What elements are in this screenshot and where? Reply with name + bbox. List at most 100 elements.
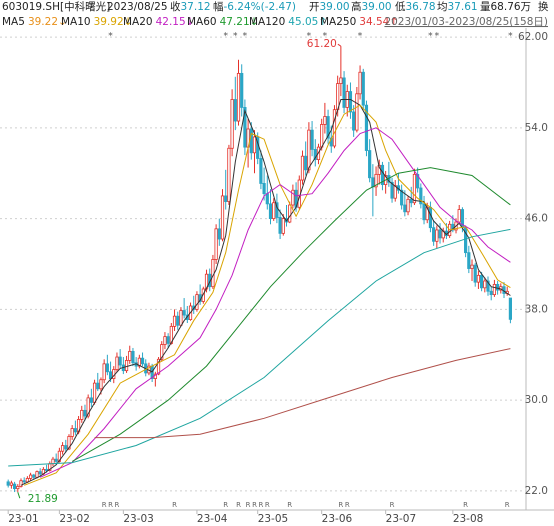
candle-body bbox=[470, 264, 474, 269]
quote-value: 39.00 bbox=[320, 1, 350, 13]
bottom-marker: R bbox=[505, 501, 510, 509]
bottom-marker: R bbox=[390, 501, 395, 509]
candle-body bbox=[19, 480, 23, 487]
candle-body bbox=[464, 227, 468, 254]
candle-body bbox=[348, 91, 353, 113]
quote-label: 低 bbox=[395, 0, 406, 13]
quote-value: 36.78 bbox=[406, 1, 436, 13]
x-tick-label: 23-02 bbox=[59, 513, 90, 525]
legend-value: 39.22↓ bbox=[28, 16, 67, 28]
bottom-marker: R bbox=[108, 501, 113, 509]
candle-body bbox=[160, 344, 164, 360]
candle-body bbox=[96, 382, 100, 390]
candle-body bbox=[409, 198, 413, 204]
candle-body bbox=[364, 104, 369, 151]
bottom-marker: R bbox=[463, 501, 468, 509]
candle-body bbox=[406, 198, 410, 213]
candle-body bbox=[416, 173, 420, 189]
ma-line bbox=[39, 127, 511, 478]
candle-body bbox=[176, 315, 180, 326]
bottom-marker: R bbox=[252, 501, 257, 509]
candle-body bbox=[51, 458, 55, 465]
candle-body bbox=[60, 445, 65, 452]
candle-body bbox=[492, 284, 497, 296]
x-tick-label: 23-04 bbox=[197, 513, 228, 525]
candle-body bbox=[137, 357, 141, 367]
quote-item: 高39.00 bbox=[351, 0, 392, 13]
candle-body bbox=[265, 193, 269, 205]
candle-body bbox=[163, 336, 167, 345]
candle-body bbox=[211, 259, 215, 288]
candle-body bbox=[166, 336, 170, 344]
candle-body bbox=[35, 471, 39, 478]
top-marker: * bbox=[233, 32, 238, 42]
stock-code: 603019.SH[中科曙光] bbox=[2, 0, 110, 13]
candle-body bbox=[6, 481, 10, 486]
legend-value: 42.15↓ bbox=[156, 16, 195, 28]
candle-body bbox=[80, 409, 84, 420]
legend-name: MA60 bbox=[187, 16, 217, 28]
quote-item: 开39.00 bbox=[309, 1, 350, 13]
annotation-arrow bbox=[17, 492, 21, 499]
candle-body bbox=[9, 482, 13, 486]
y-tick-label: 38.0 bbox=[525, 303, 548, 315]
bottom-marker: R bbox=[287, 501, 292, 509]
candle-body bbox=[457, 209, 461, 223]
candle-body bbox=[70, 428, 74, 437]
candle-body bbox=[339, 77, 343, 84]
candle-body bbox=[380, 164, 385, 185]
candle-body bbox=[227, 147, 231, 202]
date-range[interactable]: 2023/01/03-2023/08/25(158日) bbox=[384, 16, 548, 28]
candle-body bbox=[323, 116, 327, 125]
candle-body bbox=[28, 474, 33, 479]
candle-body bbox=[73, 428, 77, 433]
candle-body bbox=[128, 350, 132, 361]
y-tick-label: 46.0 bbox=[525, 213, 548, 225]
candle-body bbox=[476, 274, 481, 283]
candle-body bbox=[428, 206, 433, 229]
ma-line bbox=[20, 99, 511, 486]
top-marker: * bbox=[307, 32, 312, 42]
candle-body bbox=[140, 357, 145, 365]
candle-body bbox=[473, 264, 477, 283]
candle-body bbox=[332, 109, 337, 147]
bottom-marker: R bbox=[115, 501, 120, 509]
candle-body bbox=[483, 280, 487, 289]
candle-body bbox=[281, 218, 285, 234]
candle-body bbox=[156, 358, 161, 375]
candle-body bbox=[272, 202, 276, 220]
candle-body bbox=[179, 310, 183, 326]
candle-body bbox=[262, 183, 266, 195]
legend-value: 47.21↓ bbox=[220, 16, 259, 28]
quote-item: 幅-6.24%(-2.47) bbox=[213, 0, 296, 13]
top-marker: * bbox=[358, 32, 363, 42]
candle-body bbox=[390, 181, 394, 199]
top-marker: * bbox=[108, 32, 113, 42]
legend-value: 34.54↑ bbox=[359, 16, 398, 28]
candle-body bbox=[195, 294, 199, 310]
candle-body bbox=[422, 203, 426, 221]
legend-item: MA5 39.22↓ bbox=[2, 16, 67, 28]
bottom-marker: R bbox=[236, 501, 241, 509]
legend-item: MA120 45.05↑ bbox=[249, 16, 327, 28]
bottom-marker: R bbox=[338, 501, 343, 509]
turnover-label: 换 bbox=[538, 0, 549, 13]
candle-body bbox=[480, 274, 484, 289]
candle-body bbox=[83, 409, 87, 417]
x-tick-label: 23-01 bbox=[8, 513, 39, 525]
candle-body bbox=[172, 315, 177, 327]
candle-body bbox=[57, 450, 61, 462]
ma-line bbox=[8, 228, 511, 467]
quote-label: 量 bbox=[480, 1, 491, 13]
quote-items: 收37.12 幅-6.24%(-2.47) 开39.00 高39.00 低36.78 均3… bbox=[170, 0, 531, 13]
ma-line bbox=[24, 104, 511, 486]
top-marker: * bbox=[243, 32, 248, 42]
bottom-marker: R bbox=[345, 501, 350, 509]
candle-body bbox=[108, 371, 113, 379]
candle-body bbox=[16, 485, 20, 490]
bottom-marker: R bbox=[223, 501, 228, 509]
legend: MA5 39.22↓MA10 39.92↓MA20 42.15↓MA60 47.21↓M… bbox=[2, 16, 398, 28]
quote-item: 收37.12 bbox=[170, 0, 211, 13]
candle-body bbox=[86, 397, 90, 417]
